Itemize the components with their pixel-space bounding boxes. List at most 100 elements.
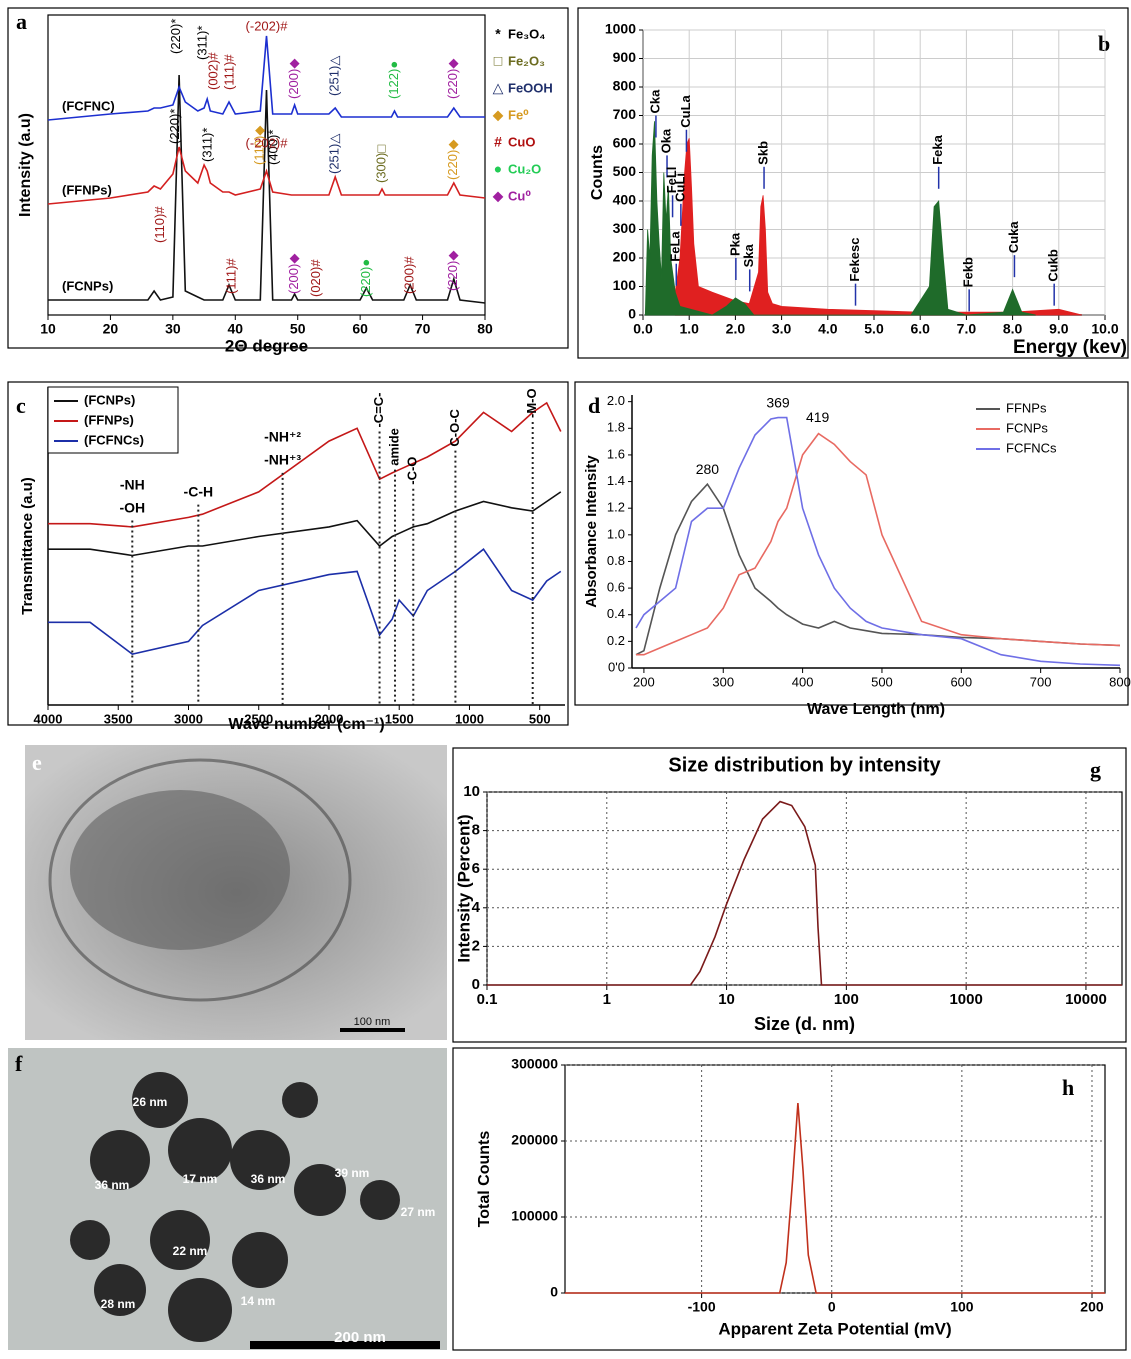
x-tick-label: 600 bbox=[950, 674, 972, 689]
size-label: 14 nm bbox=[241, 1294, 276, 1308]
panel-label: a bbox=[16, 9, 27, 34]
y-axis-title: Transmittance (a.u) bbox=[19, 477, 36, 615]
size-label: 27 nm bbox=[401, 1205, 436, 1219]
x-axis-title: Energy (kev) bbox=[1013, 337, 1127, 358]
line-label: Cukb bbox=[1046, 249, 1061, 282]
band-label: -NH bbox=[120, 476, 145, 492]
phase-symbol: △ bbox=[493, 80, 504, 96]
x-tick-label: 10 bbox=[40, 321, 56, 337]
x-tick-label: 6.0 bbox=[910, 321, 930, 337]
y-tick-label: 10 bbox=[463, 783, 480, 800]
x-tick-label: 5.0 bbox=[864, 321, 884, 337]
line-label: FeLa bbox=[668, 231, 683, 262]
y-axis-title: Intensity (Percent) bbox=[454, 814, 473, 962]
x-tick-label: 2000 bbox=[315, 711, 344, 726]
x-tick-label: 500 bbox=[529, 711, 551, 726]
peak-label: (220)◆ bbox=[445, 251, 460, 291]
x-tick-label: 3500 bbox=[104, 711, 133, 726]
phase-label: Fe⁰ bbox=[508, 107, 529, 122]
y-tick-label: 1.2 bbox=[607, 500, 625, 515]
x-tick-label: 300 bbox=[712, 674, 734, 689]
scale-bar-label: 200 nm bbox=[334, 1329, 386, 1346]
panel-label: d bbox=[588, 393, 600, 418]
panel-border bbox=[452, 1047, 1127, 1351]
panel-label: e bbox=[32, 750, 42, 775]
line-label: Pka bbox=[727, 232, 742, 256]
line-label: Cuka bbox=[1006, 221, 1021, 254]
x-axis-title: Apparent Zeta Potential (mV) bbox=[718, 1319, 951, 1338]
y-tick-label: 0.2 bbox=[607, 633, 625, 648]
size-label: 36 nm bbox=[95, 1178, 130, 1192]
x-axis-title: Wave number (cm⁻¹) bbox=[228, 716, 384, 733]
chart-title: Size distribution by intensity bbox=[668, 754, 941, 776]
peak-value: 369 bbox=[766, 394, 790, 410]
peak-label: (-202)# bbox=[246, 18, 289, 33]
phase-symbol: ◆ bbox=[493, 188, 504, 204]
y-tick-label: 300000 bbox=[511, 1056, 558, 1072]
x-tick-label: 2.0 bbox=[726, 321, 746, 337]
x-tick-label: 8.0 bbox=[1003, 321, 1023, 337]
x-tick-label: 0 bbox=[828, 1299, 836, 1315]
panel-border bbox=[577, 7, 1129, 359]
y-tick-label: 0'0 bbox=[608, 659, 625, 674]
y-tick-label: 700 bbox=[613, 106, 637, 122]
y-tick-label: 100000 bbox=[511, 1208, 558, 1224]
data-line bbox=[565, 1102, 1105, 1294]
x-tick-label: 2500 bbox=[244, 711, 273, 726]
grid-edge bbox=[48, 758, 352, 1002]
data-line bbox=[635, 482, 1121, 656]
x-tick-label: 0.0 bbox=[633, 321, 653, 337]
peak-label: (111)# bbox=[224, 258, 239, 294]
band-label: -OH bbox=[119, 499, 145, 515]
y-axis-title: Total Counts bbox=[476, 1131, 493, 1228]
series-label: (FFNPs) bbox=[62, 182, 112, 197]
y-tick-label: 600 bbox=[613, 135, 637, 151]
y-tick-label: 800 bbox=[613, 78, 637, 94]
y-axis-title: Intensity (a.u) bbox=[17, 113, 34, 217]
panel-border bbox=[574, 381, 1129, 706]
data-area bbox=[644, 121, 1036, 316]
size-label: 26 nm bbox=[133, 1095, 168, 1109]
peak-label: (311)* bbox=[194, 26, 209, 60]
peak-label: (220)◆ bbox=[445, 140, 460, 180]
y-tick-label: 200 bbox=[613, 249, 637, 265]
panel-f: f 200 nm bbox=[8, 1048, 447, 1350]
y-tick-label: 4 bbox=[472, 899, 481, 916]
data-line bbox=[635, 416, 1121, 667]
panel-border bbox=[7, 381, 569, 726]
y-tick-label: 1000 bbox=[605, 21, 636, 37]
line-label: FeLl bbox=[664, 167, 679, 194]
y-tick-label: 0 bbox=[628, 306, 636, 322]
x-tick-label: 1000 bbox=[455, 711, 484, 726]
peak-label: (400)* bbox=[265, 130, 280, 165]
x-tick-label: 700 bbox=[1030, 674, 1052, 689]
band-label: -NH⁺² bbox=[264, 429, 301, 445]
x-tick-label: 1000 bbox=[949, 991, 982, 1008]
data-line bbox=[636, 432, 1121, 656]
x-tick-label: 100 bbox=[834, 991, 859, 1008]
x-tick-label: 800 bbox=[1109, 674, 1131, 689]
y-tick-label: 900 bbox=[613, 49, 637, 65]
peak-label: (220)◆ bbox=[445, 59, 460, 99]
line-label: Fekesc bbox=[847, 238, 862, 282]
phase-symbol: ● bbox=[494, 161, 502, 177]
phase-symbol: * bbox=[495, 26, 501, 42]
peak-label: (220)* bbox=[168, 19, 183, 54]
peak-label: (020)# bbox=[308, 259, 323, 297]
peak-label: (220)● bbox=[358, 259, 373, 297]
y-tick-label: 1.6 bbox=[607, 446, 625, 461]
y-tick-label: 300 bbox=[613, 220, 637, 236]
phase-label: Fe₃O₄ bbox=[508, 26, 546, 41]
x-tick-label: 9.0 bbox=[1049, 321, 1069, 337]
y-tick-label: 8 bbox=[472, 822, 480, 839]
y-tick-label: 0 bbox=[550, 1284, 558, 1300]
line-label: Skb bbox=[755, 141, 770, 165]
x-tick-label: 80 bbox=[477, 321, 493, 337]
particle-cluster bbox=[70, 790, 290, 950]
peak-value: 419 bbox=[806, 409, 830, 425]
legend-label: FFNPs bbox=[1006, 400, 1047, 415]
panel-label: b bbox=[1098, 31, 1110, 56]
size-label: 17 nm bbox=[183, 1172, 218, 1186]
plot-frame bbox=[564, 1064, 1106, 1294]
